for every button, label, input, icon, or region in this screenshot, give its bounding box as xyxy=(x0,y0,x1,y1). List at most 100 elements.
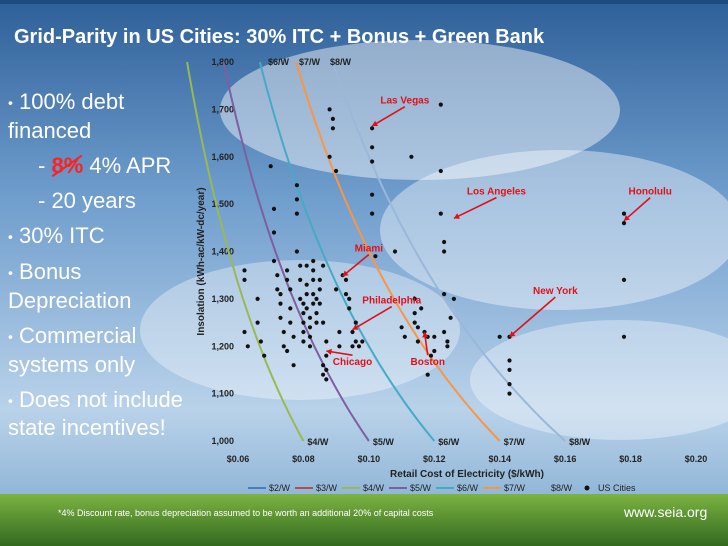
city-arrow xyxy=(509,296,556,338)
us-city-point xyxy=(451,296,456,301)
us-city-point xyxy=(307,315,313,320)
curve-5w xyxy=(222,61,370,442)
us-city-point xyxy=(507,391,512,396)
us-city-point xyxy=(343,277,349,282)
bullet-list: • 100% debt financed - 8% 4% APR - 20 ye… xyxy=(8,88,198,449)
us-city-point xyxy=(294,211,299,216)
us-city-point xyxy=(311,277,316,282)
city-arrow-head xyxy=(624,215,630,221)
city-arrow-head xyxy=(453,213,460,219)
us-city-point xyxy=(307,344,313,349)
x-tick-label: $0.20 xyxy=(685,454,708,464)
us-city-point xyxy=(314,320,319,325)
y-tick-label: 1,400 xyxy=(211,247,234,257)
city-label-miami: Miami xyxy=(355,244,384,255)
us-city-point xyxy=(255,296,260,301)
us-city-point xyxy=(353,339,358,344)
us-city-point xyxy=(324,367,329,372)
us-city-point xyxy=(432,348,437,354)
us-city-point xyxy=(324,339,329,344)
us-city-point xyxy=(334,287,339,292)
us-city-point xyxy=(442,329,447,335)
us-city-point xyxy=(507,358,512,363)
city-label-new-york: New York xyxy=(533,286,578,297)
us-city-point xyxy=(412,320,417,325)
city-label-philadelphia: Philadelphia xyxy=(362,296,421,307)
x-tick-label: $0.10 xyxy=(358,454,381,464)
bullet-commercial: • Commercial systems only xyxy=(8,323,137,377)
us-city-point xyxy=(317,301,322,306)
us-city-point xyxy=(288,320,293,325)
legend-label: US Cities xyxy=(598,483,636,493)
us-city-point xyxy=(347,296,352,301)
us-city-point xyxy=(324,353,329,358)
city-arrow xyxy=(352,305,393,331)
y-tick-label: 1,000 xyxy=(211,436,234,446)
us-city-point xyxy=(330,126,335,131)
city-label-boston: Boston xyxy=(411,357,445,368)
city-arrow-head xyxy=(509,331,516,337)
us-city-point xyxy=(301,320,306,325)
city-arrow-head xyxy=(342,270,349,277)
us-city-point xyxy=(281,329,286,335)
us-city-point xyxy=(422,329,427,335)
us-city-point xyxy=(311,292,316,297)
curve-top-label: $7/W xyxy=(299,57,321,67)
us-city-point xyxy=(271,230,277,235)
us-city-point xyxy=(442,292,447,297)
us-city-point xyxy=(507,367,512,372)
y-tick-label: 1,100 xyxy=(211,389,234,399)
us-city-point xyxy=(621,221,627,226)
us-city-point xyxy=(360,339,365,344)
us-city-point xyxy=(291,334,296,339)
us-city-point xyxy=(350,344,355,349)
us-city-point xyxy=(268,164,273,169)
us-city-point xyxy=(275,273,280,278)
us-city-point xyxy=(392,249,398,254)
us-city-point xyxy=(347,306,352,311)
curve-6w xyxy=(258,61,436,442)
city-label-chicago: Chicago xyxy=(333,357,372,368)
us-city-point xyxy=(321,363,326,368)
us-city-point xyxy=(370,126,375,131)
us-city-point xyxy=(278,292,283,297)
curve-bottom-label: $6/W xyxy=(438,437,460,447)
us-city-point xyxy=(337,329,342,335)
us-city-point xyxy=(337,344,342,349)
us-city-point xyxy=(294,249,299,254)
x-axis-label: Retail Cost of Electricity ($/kWh) xyxy=(390,469,544,480)
struck-rate: 8% xyxy=(51,152,84,178)
y-tick-label: 1,200 xyxy=(211,341,234,351)
us-city-point xyxy=(298,263,303,268)
us-city-point xyxy=(343,292,349,297)
us-city-point xyxy=(298,277,303,282)
us-city-point xyxy=(442,249,447,254)
us-city-point xyxy=(311,258,316,264)
us-city-point xyxy=(304,306,309,311)
footnote: *4% Discount rate, bonus depreciation as… xyxy=(58,508,434,518)
us-city-point xyxy=(242,277,247,282)
legend-label: $7/W xyxy=(504,483,526,493)
seia-logo-text: www.seia.org xyxy=(624,504,708,520)
us-city-point xyxy=(242,329,247,335)
us-city-point xyxy=(507,382,512,387)
us-city-point xyxy=(321,263,326,268)
city-label-las-vegas: Las Vegas xyxy=(380,96,429,107)
us-city-point xyxy=(307,325,313,330)
us-city-point xyxy=(438,168,443,174)
us-city-point xyxy=(621,334,627,339)
curve-top-label: $6/W xyxy=(268,57,290,67)
us-city-point xyxy=(288,306,293,311)
us-city-point xyxy=(298,296,303,301)
us-city-point xyxy=(278,315,283,320)
curve-bottom-label: $8/W xyxy=(569,437,591,447)
curve-bottom-label: $5/W xyxy=(373,437,395,447)
us-city-point xyxy=(301,339,306,344)
city-arrow-head xyxy=(326,348,332,355)
us-city-point xyxy=(281,344,286,349)
city-arrow-head xyxy=(352,324,359,330)
us-city-point xyxy=(353,320,358,325)
us-city-point xyxy=(370,211,375,216)
